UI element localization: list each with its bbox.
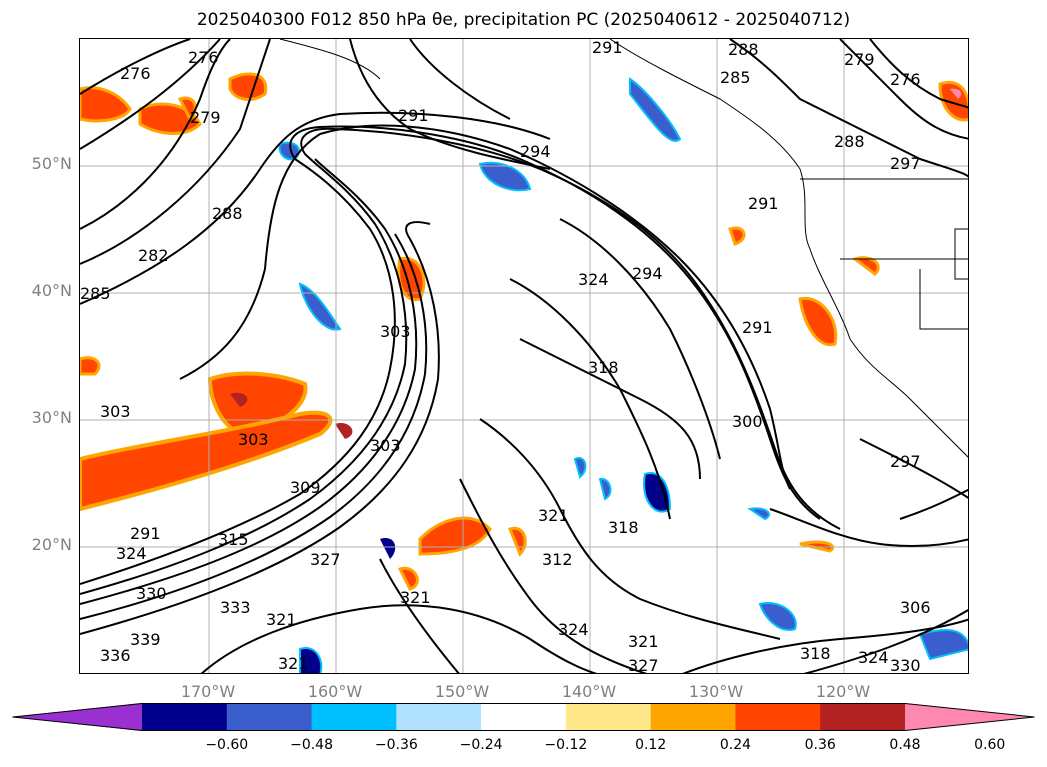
lon-label: 160°W xyxy=(307,682,363,701)
contour-label: 327 xyxy=(628,656,659,674)
lon-label: 120°W xyxy=(815,682,871,701)
contour-label: 285 xyxy=(720,68,751,87)
contour-label: 321 xyxy=(538,506,569,525)
theta-e-contours xyxy=(80,39,968,673)
colorbar-segment xyxy=(311,703,397,731)
contour-label: 330 xyxy=(136,584,167,603)
contour-label: 276 xyxy=(188,48,219,67)
precip-positive-areas xyxy=(80,72,968,591)
colorbar-segment xyxy=(396,703,482,731)
contour-label: 300 xyxy=(732,412,763,431)
lat-label: 40°N xyxy=(31,281,72,300)
colorbar-tick-label: −0.36 xyxy=(374,737,418,753)
contour-label: 279 xyxy=(190,108,221,127)
contour-label: 339 xyxy=(130,630,161,649)
lat-label: 20°N xyxy=(31,535,72,554)
contour-label: 276 xyxy=(890,70,921,89)
contour-label: 321 xyxy=(400,588,431,607)
map-title: 2025040300 F012 850 hPa θe, precipitatio… xyxy=(196,10,851,30)
lon-label: 130°W xyxy=(688,682,744,701)
map-panel: 276 276 279 288 282 285 291 294 291 288 … xyxy=(79,38,969,674)
contour-label: 309 xyxy=(290,478,321,497)
contour-label: 285 xyxy=(80,284,111,303)
contour-label: 321 xyxy=(278,654,309,673)
contour-label: 324 xyxy=(858,648,889,667)
colorbar-segment xyxy=(142,703,228,731)
lon-label: 170°W xyxy=(180,682,236,701)
lat-label: 30°N xyxy=(31,408,72,427)
colorbar-tick-label: −0.60 xyxy=(205,737,249,753)
contour-label: 303 xyxy=(380,322,411,341)
contour-label: 312 xyxy=(542,550,573,569)
colorbar-segment xyxy=(226,703,313,731)
colorbar-outline xyxy=(12,703,1035,731)
contour-label: 333 xyxy=(220,598,251,617)
contour-label: 291 xyxy=(592,39,623,57)
colorbar-segment xyxy=(565,703,652,731)
colorbar-tick-label: 0.60 xyxy=(974,737,1006,753)
contour-label: 324 xyxy=(116,544,147,563)
contour-label: 303 xyxy=(238,430,269,449)
contour-label: 321 xyxy=(266,610,297,629)
contour-label: 324 xyxy=(578,270,609,289)
lat-lon-grid xyxy=(80,39,968,673)
colorbar-tick-label: 0.24 xyxy=(719,737,752,753)
theta-e-map: 276 276 279 288 282 285 291 294 291 288 … xyxy=(80,39,968,674)
contour-label: 279 xyxy=(844,50,875,69)
contour-label: 276 xyxy=(120,64,151,83)
contour-label: 330 xyxy=(890,656,921,674)
lat-label: 50°N xyxy=(31,154,72,173)
contour-label: 306 xyxy=(900,598,931,617)
colorbar-tick-label: −0.12 xyxy=(544,737,588,753)
colorbar xyxy=(12,703,1035,731)
contour-label: 297 xyxy=(890,452,921,471)
colorbar-tick-label: 0.36 xyxy=(804,737,836,753)
coastline xyxy=(279,39,968,458)
contour-label: 288 xyxy=(728,40,759,59)
contour-label: 288 xyxy=(834,132,865,151)
contour-label: 294 xyxy=(632,264,663,283)
contour-label: 318 xyxy=(608,518,639,537)
contour-label: 288 xyxy=(212,204,243,223)
contour-labels: 276 276 279 288 282 285 291 294 291 288 … xyxy=(80,39,931,674)
contour-label: 327 xyxy=(310,550,341,569)
colorbar-tick-label: 0.12 xyxy=(635,737,667,753)
contour-label: 315 xyxy=(218,530,249,549)
contour-label: 282 xyxy=(138,246,169,265)
contour-label: 291 xyxy=(130,524,161,543)
contour-label: 291 xyxy=(742,318,773,337)
contour-label: 291 xyxy=(398,106,429,125)
contour-label: 303 xyxy=(100,402,131,421)
contour-label: 297 xyxy=(890,154,921,173)
colorbar-tick-label: 0.48 xyxy=(889,737,921,753)
colorbar-extend-min xyxy=(12,703,142,731)
colorbar-segment xyxy=(481,703,567,731)
contour-label: 321 xyxy=(628,632,659,651)
lon-label: 150°W xyxy=(434,682,490,701)
contour-label: 318 xyxy=(800,644,831,663)
colorbar-segment xyxy=(650,703,736,731)
contour-label: 336 xyxy=(100,646,131,665)
contour-label: 324 xyxy=(558,620,589,639)
lon-label: 140°W xyxy=(561,682,617,701)
colorbar-tick-label: −0.48 xyxy=(290,737,333,753)
contour-label: 303 xyxy=(370,436,401,455)
contour-label: 294 xyxy=(520,142,551,161)
precip-negative-areas xyxy=(278,77,968,673)
colorbar-segment xyxy=(820,703,906,731)
contour-label: 318 xyxy=(588,358,619,377)
colorbar-segment xyxy=(735,703,821,731)
colorbar-graphic xyxy=(12,703,1035,731)
contour-label: 291 xyxy=(748,194,779,213)
colorbar-extend-max xyxy=(905,703,1035,731)
colorbar-tick-label: −0.24 xyxy=(459,737,503,753)
